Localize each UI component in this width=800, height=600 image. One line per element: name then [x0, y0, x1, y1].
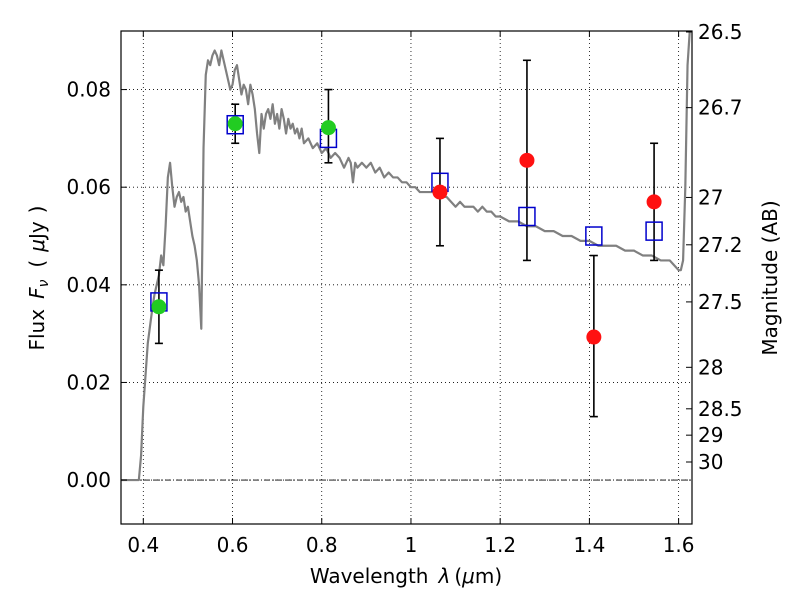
y2-tick-label: 26.5: [698, 20, 743, 44]
observed-circle-point: [519, 152, 535, 168]
y-tick-label: 0.02: [66, 370, 111, 394]
y2-tick-label: 27.5: [698, 290, 743, 314]
y2-tick-label: 30: [698, 450, 723, 474]
y2-tick-label: 28.5: [698, 397, 743, 421]
grid-lines: [121, 31, 692, 524]
x-tick-label: 0.6: [217, 533, 249, 557]
x-tick-label: 0.4: [127, 533, 159, 557]
y2-tick-label: 28: [698, 355, 723, 379]
x-tick-label: 1.4: [573, 533, 605, 557]
x-tick-label: 0.8: [306, 533, 338, 557]
model-square-point: [585, 226, 603, 246]
plot-frame: [120, 30, 693, 525]
model-square-point: [518, 206, 536, 227]
data-series: [121, 31, 691, 482]
y-axis-label: FluxFν(μJy): [25, 205, 52, 350]
axis-ticks: 0.4 0.6 0.8 1 1.2 1.4 1.6 0.00 0.02 0.04 0.06 0.08 2…: [66, 20, 742, 557]
y2-axis-label: Magnitude (AB): [758, 200, 782, 355]
y-tick-label: 0.06: [66, 175, 111, 199]
model-spectrum-line: [121, 31, 691, 482]
observed-circle-point: [432, 184, 448, 200]
y2-tick-label: 29: [698, 423, 723, 447]
x-tick-label: 1.2: [484, 533, 516, 557]
observed-circle-point: [151, 299, 167, 315]
x-axis-label: Wavelength λ (μm): [310, 564, 502, 588]
observed-circle-point: [227, 116, 243, 132]
observed-circle-point: [320, 120, 336, 136]
y-tick-label: 0.08: [66, 78, 111, 102]
y2-tick-label: 26.7: [698, 96, 743, 120]
model-square-point: [645, 221, 663, 241]
x-tick-label: 1: [405, 533, 418, 557]
model-square-point: [226, 114, 244, 135]
x-tick-label: 1.6: [663, 533, 695, 557]
y2-tick-label: 27: [698, 185, 723, 209]
observed-circle-point: [646, 194, 662, 210]
y2-tick-label: 27.2: [698, 233, 743, 257]
y-tick-label: 0.00: [66, 468, 111, 492]
observed-circle-point: [586, 329, 602, 345]
y-tick-label: 0.04: [66, 273, 111, 297]
